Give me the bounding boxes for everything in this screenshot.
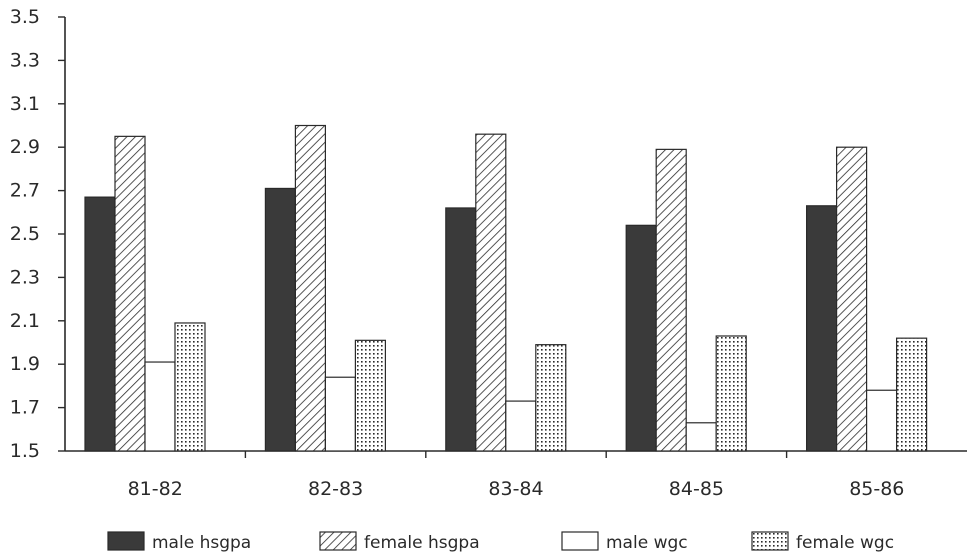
bar-male-wgc-84-85 [685, 422, 717, 452]
legend-item: male wgc [561, 531, 688, 553]
bar-male-wgc-81-82 [144, 361, 176, 452]
legend-item: male hsgpa [107, 531, 251, 553]
bar-female-hsgpa-85-86 [835, 146, 868, 452]
bar-male-wgc-85-86 [865, 389, 898, 452]
y-tick-label: 3.3 [10, 49, 40, 71]
bar-male-hsgpa-81-82 [84, 196, 116, 452]
bar-female-hsgpa-84-85 [655, 148, 687, 452]
bar-female-wgc-82-83 [354, 339, 386, 452]
bar-male-hsgpa-84-85 [625, 224, 657, 452]
legend-swatch [561, 531, 599, 551]
legend-item: female hsgpa [319, 531, 480, 553]
bar-male-hsgpa-82-83 [264, 187, 296, 452]
bar-female-wgc-81-82 [174, 322, 206, 452]
y-tick-label: 1.7 [10, 397, 40, 419]
y-tick-label: 3.1 [10, 93, 40, 115]
y-tick-label: 2.5 [10, 223, 40, 245]
y-tick-label: 2.9 [10, 136, 40, 158]
x-tick-label: 82-83 [308, 478, 363, 500]
y-tick-label: 3.5 [10, 6, 40, 28]
y-tick-label: 1.5 [10, 440, 40, 462]
bar-female-wgc-83-84 [535, 344, 567, 452]
x-tick-label: 81-82 [128, 478, 183, 500]
bar-male-hsgpa-83-84 [445, 207, 477, 452]
bar-female-wgc-85-86 [895, 337, 928, 452]
legend-label: female wgc [796, 533, 894, 553]
y-tick-label: 1.9 [10, 353, 40, 375]
bar-female-hsgpa-81-82 [114, 135, 146, 452]
x-tick-label: 85-86 [849, 478, 904, 500]
y-tick-label: 2.1 [10, 310, 40, 332]
x-tick-label: 84-85 [669, 478, 724, 500]
bar-female-hsgpa-82-83 [294, 124, 326, 452]
bar-male-wgc-83-84 [505, 400, 537, 452]
legend-swatch [319, 531, 357, 551]
bars [84, 124, 928, 452]
axes: 1.5 1.7 1.9 2.1 2.3 2.5 2.7 2.9 3.1 3.3 3.5 81-82 82… [10, 6, 967, 500]
bar-male-wgc-82-83 [324, 376, 356, 452]
y-tick-label: 2.7 [10, 180, 40, 202]
legend-swatch [107, 531, 145, 551]
legend-swatch [751, 531, 789, 551]
legend-label: male hsgpa [152, 533, 251, 553]
legend-item: female wgc [751, 531, 894, 553]
bar-female-wgc-84-85 [715, 335, 747, 452]
x-tick-label: 83-84 [488, 478, 543, 500]
bar-male-hsgpa-85-86 [805, 205, 838, 452]
legend: male hsgpa female hsgpa male wgc female wgc [107, 531, 894, 553]
y-tick-label: 2.3 [10, 266, 40, 288]
bar-female-hsgpa-83-84 [475, 133, 507, 452]
legend-label: female hsgpa [364, 533, 480, 553]
legend-label: male wgc [606, 533, 688, 553]
